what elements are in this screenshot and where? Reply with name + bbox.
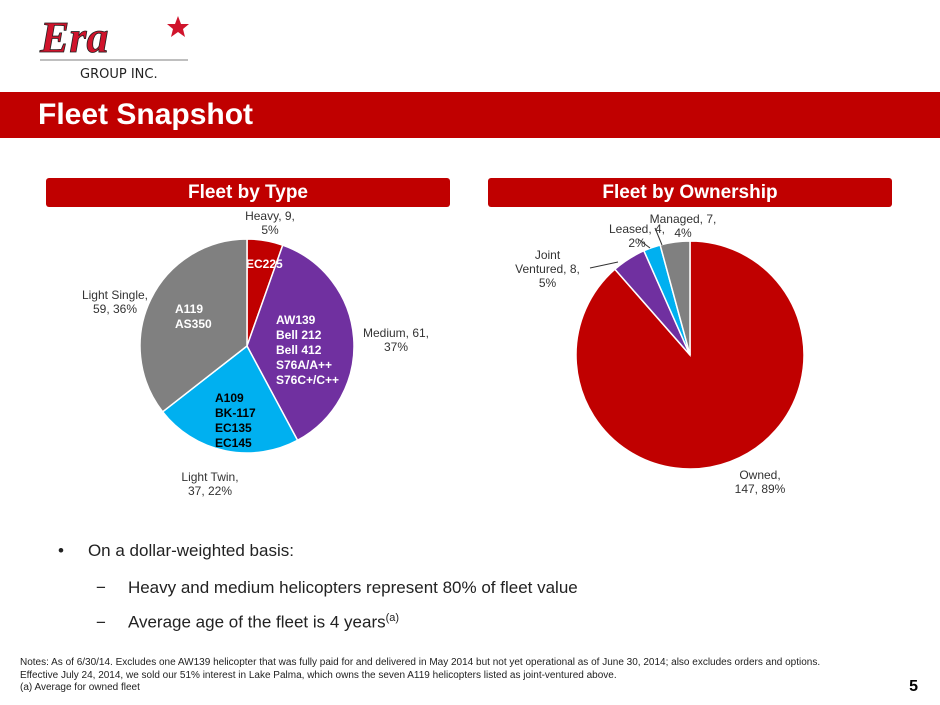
label-heavy: Heavy, 9, 5% (245, 209, 295, 237)
era-logo: Era GROUP INC. (39, 13, 189, 82)
models-heavy: EC225 (246, 257, 283, 271)
label-leased: Leased, 4, 2% (608, 222, 666, 250)
page-number: 5 (909, 678, 918, 695)
models-light-single: A119 AS350 (175, 302, 212, 331)
title-bar (0, 92, 940, 138)
bullet-sub-1: − Heavy and medium helicopters represent … (96, 578, 578, 597)
models-light-twin: A109 BK-117 EC135 EC145 (215, 391, 256, 450)
models-medium: AW139 Bell 212 Bell 412 S76A/A++ S76C+/C++ (276, 313, 340, 387)
type-slice-light-single (139, 238, 248, 413)
page-title: Fleet Snapshot (38, 98, 254, 131)
type-slice-light-twin (161, 344, 299, 454)
fleet-by-type-header: Fleet by Type (46, 178, 450, 207)
label-joint-ventured: Joint Ventured, 8, 5% (515, 248, 580, 290)
label-medium: Medium, 61, 37% (362, 326, 430, 354)
leader-line (637, 238, 651, 249)
label-light-single: Light Single, 59, 36% (81, 288, 149, 316)
svg-text:Era: Era (39, 13, 108, 62)
bullet-sub-2: − Average age of the fleet is 4 years(a) (96, 612, 400, 632)
leader-line (589, 261, 619, 269)
label-managed: Managed, 7, 4% (649, 212, 717, 240)
leader-line (654, 227, 663, 246)
bullet-main: • On a dollar-weighted basis: (58, 541, 294, 560)
label-light-twin: Light Twin, 37, 22% (181, 470, 239, 498)
footnotes: Notes: As of 6/30/14. Excludes one AW139… (20, 657, 821, 693)
ownership-slice-managed (659, 240, 691, 356)
type-slice-medium (246, 244, 355, 442)
fleet-by-ownership-header: Fleet by Ownership (488, 178, 892, 207)
label-owned: Owned, 147, 89% (734, 468, 786, 496)
svg-text:GROUP INC.: GROUP INC. (80, 67, 158, 82)
